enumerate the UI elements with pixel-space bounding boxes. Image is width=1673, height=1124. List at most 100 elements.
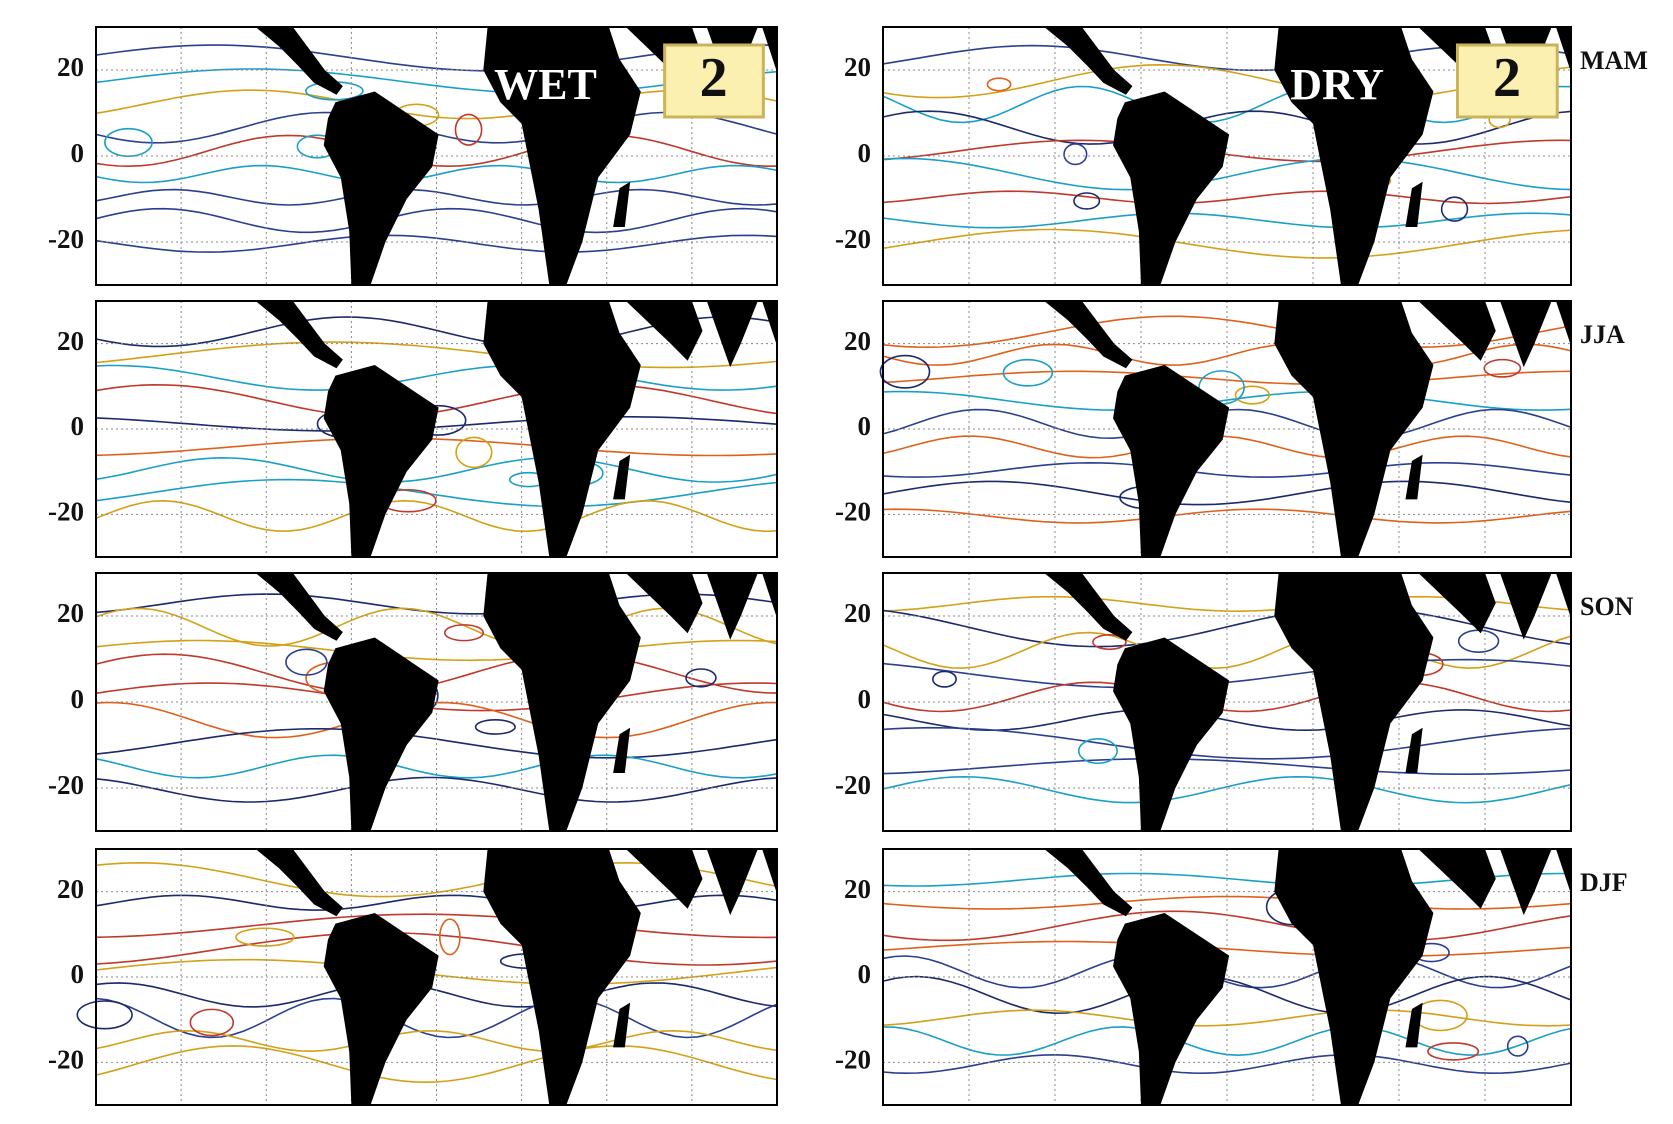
y-tick-label: -20 <box>48 1045 84 1075</box>
contour-loop <box>1077 738 1118 765</box>
contour <box>95 364 778 391</box>
map-panel: 20 0 -20 <box>835 572 1572 832</box>
contour <box>95 164 778 184</box>
contour-loop <box>685 668 717 688</box>
contour-loop <box>235 927 295 947</box>
map-panel: 20 0 -20 <box>48 572 778 832</box>
contour-loop <box>1073 192 1101 210</box>
y-tick-label: -20 <box>835 497 871 527</box>
contour-loop <box>443 624 485 642</box>
contour-loop <box>474 718 516 735</box>
contour <box>882 775 1572 804</box>
contour-loop <box>1483 358 1522 378</box>
contour <box>882 508 1572 524</box>
y-tick-label: 0 <box>858 684 872 714</box>
y-tick-label: 0 <box>71 411 85 441</box>
contour-loop <box>454 113 483 146</box>
map-panel: 20 0 -20 <box>835 848 1572 1106</box>
season-label: DJF <box>1580 868 1628 897</box>
contour <box>882 190 1572 205</box>
contour <box>95 134 778 168</box>
contour <box>882 895 1572 910</box>
contour <box>95 997 778 1039</box>
y-tick-label: -20 <box>835 1045 871 1075</box>
contour <box>95 894 778 912</box>
y-tick-label: 0 <box>71 138 85 168</box>
contour-loop <box>189 1008 235 1037</box>
land <box>1044 301 1571 557</box>
season-label: JJA <box>1580 320 1625 349</box>
contour <box>882 940 1572 957</box>
panel-frame <box>882 26 1572 286</box>
y-tick-label: -20 <box>835 770 871 800</box>
contour <box>882 1009 1572 1027</box>
badge-box <box>1455 43 1559 119</box>
map-panel: 20 0 -20 <box>48 848 778 1106</box>
y-tick-label: 20 <box>844 326 871 356</box>
contour-loop <box>1427 1042 1480 1061</box>
contour <box>882 139 1572 163</box>
contour-loop <box>879 354 931 389</box>
contour-loop <box>1063 143 1088 166</box>
contour <box>95 499 778 533</box>
panel-frame <box>95 26 778 286</box>
map-panel: 20 0 -20 DRY 2 <box>835 26 1572 286</box>
contour <box>882 758 1572 775</box>
contour <box>882 480 1572 506</box>
badge-box <box>663 43 765 119</box>
y-tick-label: 20 <box>844 598 871 628</box>
map-panel: 20 0 -20 WET 2 <box>48 26 778 286</box>
panel-frame <box>95 848 778 1106</box>
y-tick-label: 20 <box>844 52 871 82</box>
column-label: DRY <box>1290 60 1384 109</box>
contour <box>95 1045 778 1084</box>
contour <box>882 709 1572 732</box>
season-label: SON <box>1580 592 1634 621</box>
y-tick-label: -20 <box>48 224 84 254</box>
contour-loop <box>1002 358 1054 387</box>
panel-frame <box>882 300 1572 558</box>
contour <box>882 390 1572 411</box>
contour-loop <box>986 77 1012 92</box>
contour <box>882 461 1572 478</box>
y-tick-label: -20 <box>48 770 84 800</box>
panel-frame <box>882 848 1572 1106</box>
contour-loop <box>76 1000 133 1030</box>
contour <box>882 370 1572 386</box>
contour <box>882 228 1572 259</box>
contour-loop <box>1457 629 1500 654</box>
contour-loop <box>438 918 461 956</box>
y-tick-label: -20 <box>835 224 871 254</box>
y-tick-label: 0 <box>71 684 85 714</box>
map-panel: 20 0 -20 <box>48 300 778 558</box>
contour-loop <box>1506 1035 1529 1057</box>
y-tick-label: 20 <box>844 874 871 904</box>
column-label: WET <box>494 60 597 109</box>
contour-loop <box>932 670 957 688</box>
y-tick-label: 0 <box>71 959 85 989</box>
y-tick-label: -20 <box>48 497 84 527</box>
panel-frame <box>95 300 778 558</box>
y-tick-label: 20 <box>57 598 84 628</box>
contour <box>882 681 1572 713</box>
contour <box>882 955 1572 989</box>
contour-loop <box>1092 634 1127 651</box>
contour <box>95 478 778 508</box>
contour <box>882 157 1572 191</box>
y-tick-label: 0 <box>858 411 872 441</box>
contour <box>95 207 778 234</box>
contour <box>95 776 778 803</box>
y-tick-label: 0 <box>858 959 872 989</box>
contour <box>882 315 1572 349</box>
contour <box>95 437 778 457</box>
badge: 2 <box>700 47 728 109</box>
contour-loop <box>455 436 493 469</box>
contour-loop <box>1440 196 1469 222</box>
y-tick-label: 20 <box>57 326 84 356</box>
badge: 2 <box>1493 47 1521 109</box>
contour <box>882 726 1572 760</box>
y-tick-label: 20 <box>57 874 84 904</box>
contour <box>882 212 1572 229</box>
panel-frame <box>882 572 1572 832</box>
